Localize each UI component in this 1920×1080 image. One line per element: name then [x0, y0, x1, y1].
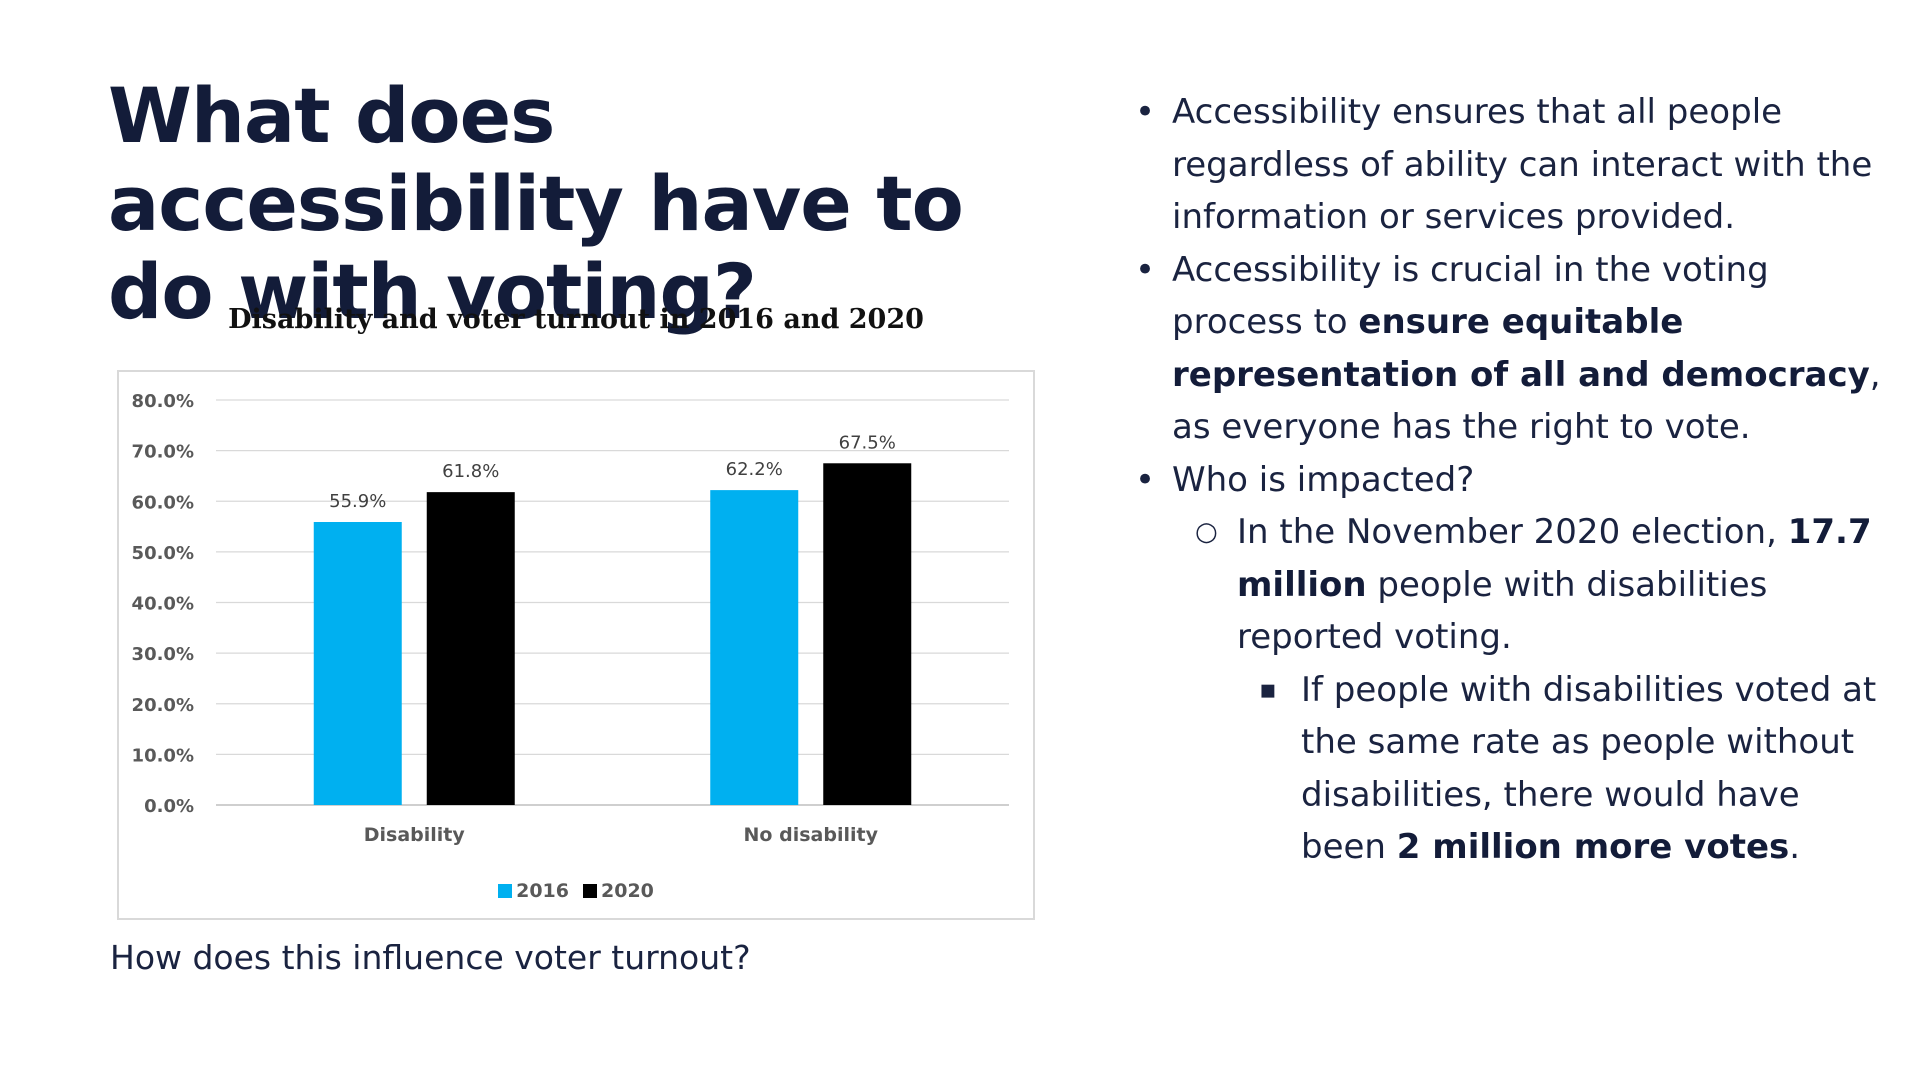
bar-value-label: 55.9%: [329, 491, 386, 512]
bar-2016: [710, 490, 799, 805]
square-bullet-icon: ▪: [1259, 674, 1277, 705]
hollow-circle-bullet-icon: ○: [1195, 517, 1218, 547]
bullet-dot-icon: •: [1135, 92, 1156, 132]
bullet-item: • Who is impacted?: [1133, 454, 1893, 507]
bar-chart: 0.0% 10.0% 20.0% 30.0% 40.0% 50.0% 60.0% 70.0% 8…: [132, 391, 1009, 846]
y-tick-label: 0.0%: [144, 796, 194, 817]
bullet-text: , as everyone has the right to vote.: [1172, 354, 1881, 448]
y-tick-label: 30.0%: [132, 644, 194, 665]
bullet-item: • Accessibility ensures that all people …: [1133, 86, 1893, 244]
y-tick-label: 80.0%: [132, 391, 194, 412]
bullet-list: • Accessibility ensures that all people …: [1133, 86, 1893, 874]
bar-value-label: 61.8%: [442, 461, 499, 482]
bullet-emphasis: 17.7 million: [1237, 512, 1872, 605]
page-title: What does accessibility have to do with …: [108, 71, 964, 336]
x-category-label: Disability: [364, 824, 466, 846]
chart-caption: How does this influence voter turnout?: [110, 938, 751, 977]
bullet-text: In the November 2020 election,: [1237, 512, 1788, 552]
x-category-label: No disability: [744, 824, 879, 846]
bar-value-label: 67.5%: [839, 432, 896, 453]
bullet-text: If people with disabilities voted at the…: [1301, 669, 1877, 868]
chart-title: Disability and voter turnout in 2016 and…: [228, 304, 924, 335]
legend-label-2016: 2016: [516, 880, 569, 902]
bullet-emphasis: 2 million more votes: [1396, 827, 1790, 867]
bullet-dot-icon: •: [1135, 249, 1156, 290]
bullet-text: people with disabilities reported voting…: [1237, 564, 1768, 658]
bullet-emphasis: ensure equitable representation of all a…: [1172, 302, 1870, 395]
bullet-text: Accessibility is crucial in the voting p…: [1172, 249, 1769, 343]
bullet-text: .: [1789, 827, 1801, 867]
legend-item-2016: 2016: [498, 880, 569, 902]
bullet-text: Accessibility ensures that all people re…: [1172, 92, 1873, 237]
y-tick-label: 70.0%: [132, 442, 194, 463]
chart-legend: 2016 2020: [119, 880, 1033, 902]
sub-sub-bullet-item: ▪ If people with disabilities voted at t…: [1133, 664, 1893, 874]
y-tick-label: 40.0%: [132, 594, 194, 615]
bullet-text: Who is impacted?: [1172, 459, 1475, 500]
chart-container: 0.0% 10.0% 20.0% 30.0% 40.0% 50.0% 60.0% 70.0% 8…: [117, 370, 1035, 920]
bar-2020: [823, 463, 912, 805]
legend-swatch-2016: [498, 884, 513, 898]
legend-label-2020: 2020: [601, 880, 654, 902]
bullet-dot-icon: •: [1135, 459, 1156, 500]
legend-swatch-2020: [583, 884, 597, 898]
bar-2020: [426, 492, 515, 805]
y-tick-label: 20.0%: [132, 695, 194, 716]
legend-item-2020: 2020: [583, 880, 654, 902]
y-tick-label: 10.0%: [132, 745, 194, 766]
y-tick-label: 50.0%: [132, 543, 194, 564]
y-tick-label: 60.0%: [132, 492, 194, 513]
sub-bullet-item: ○ In the November 2020 election, 17.7 mi…: [1133, 506, 1893, 664]
bar-2016: [313, 522, 402, 805]
bar-value-label: 62.2%: [726, 459, 783, 480]
bullet-item: • Accessibility is crucial in the voting…: [1133, 244, 1893, 454]
